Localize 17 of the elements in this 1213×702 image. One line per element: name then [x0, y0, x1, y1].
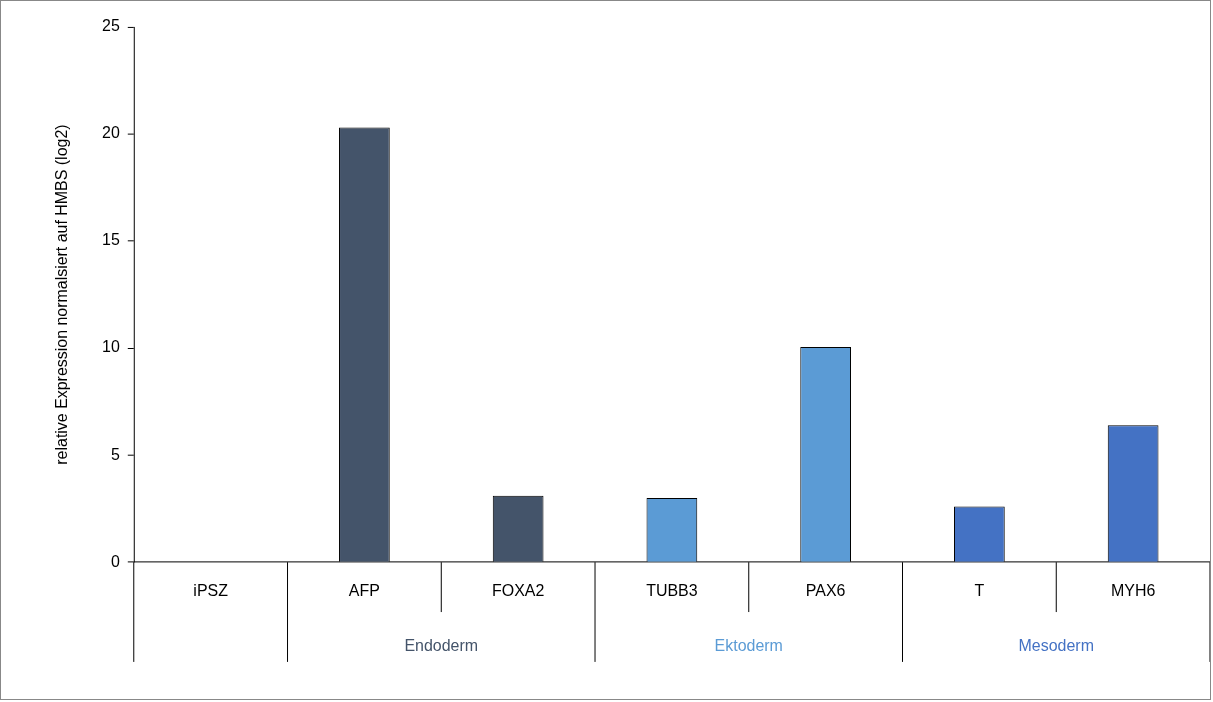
- text: Ektoderm: [714, 637, 783, 655]
- x-tick-label: iPSZ: [193, 582, 229, 600]
- y-tick-label: 5: [110, 445, 120, 463]
- y-tick-label: 25: [102, 17, 120, 35]
- text: Endoderm: [404, 637, 479, 655]
- x-tick-label: TUBB3: [646, 582, 698, 600]
- text: Mesoderm: [1018, 637, 1094, 655]
- y-tick-label: 15: [102, 231, 120, 249]
- y-tick-label: 10: [102, 338, 120, 356]
- x-tick-label: AFP: [348, 582, 380, 600]
- x-tick-label: MYH6: [1110, 582, 1156, 600]
- x-tick-label: T: [974, 582, 985, 600]
- x-tick-label: FOXA2: [491, 582, 545, 600]
- y-tick-label: 0: [110, 552, 120, 570]
- x-tick-label: PAX6: [805, 582, 846, 600]
- y-axis-title: relative Expression normalsiert auf HMBS (log2): [52, 124, 70, 465]
- y-tick-label: 20: [102, 124, 120, 142]
